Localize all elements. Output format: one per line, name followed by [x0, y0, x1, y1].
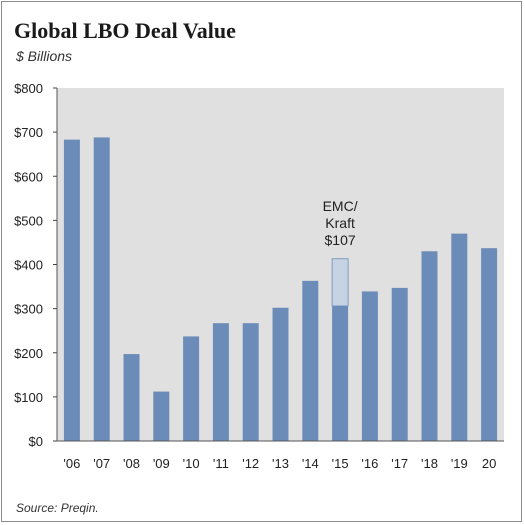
y-tick-label: $500 — [14, 213, 43, 228]
y-tick-label: $300 — [14, 302, 43, 317]
x-tick-label: '17 — [391, 456, 408, 471]
bar — [123, 354, 140, 441]
x-tick-label: '12 — [242, 456, 259, 471]
y-tick-label: $700 — [14, 125, 43, 140]
source-note: Source: Preqin. — [16, 501, 99, 515]
y-tick-label: $200 — [14, 346, 43, 361]
bar — [361, 291, 378, 441]
x-tick-label: '09 — [153, 456, 170, 471]
bar — [153, 391, 170, 441]
bar — [272, 307, 289, 441]
bar — [302, 280, 319, 441]
x-tick-label: '08 — [123, 456, 140, 471]
bar — [391, 287, 408, 441]
x-tick-label: '10 — [183, 456, 200, 471]
bar — [332, 305, 349, 441]
bar — [421, 251, 438, 441]
x-tick-label: 20 — [482, 456, 496, 471]
x-tick-label: '19 — [451, 456, 468, 471]
chart-title: Global LBO Deal Value — [14, 18, 236, 43]
x-tick-label: '06 — [63, 456, 80, 471]
y-tick-label: $0 — [29, 434, 43, 449]
bar-segment-emc-kraft — [331, 258, 349, 307]
x-tick-label: '07 — [93, 456, 110, 471]
annotation-text: EMC/ — [323, 198, 358, 214]
annotation-text: $107 — [325, 232, 356, 248]
x-tick-label: '18 — [421, 456, 438, 471]
bar — [183, 336, 200, 441]
x-tick-label: '15 — [332, 456, 349, 471]
bar — [451, 233, 468, 441]
bar — [212, 323, 229, 441]
bar — [93, 137, 110, 442]
bar — [63, 139, 80, 441]
y-tick-label: $600 — [14, 169, 43, 184]
annotation-text: Kraft — [325, 215, 355, 231]
x-tick-label: '14 — [302, 456, 319, 471]
x-tick-label: '11 — [213, 456, 229, 471]
x-tick-label: '13 — [272, 456, 289, 471]
chart-subtitle: $ Billions — [16, 48, 73, 64]
y-tick-label: $100 — [14, 390, 43, 405]
bar — [481, 248, 498, 441]
y-tick-label: $400 — [14, 258, 43, 273]
x-tick-label: '16 — [361, 456, 378, 471]
y-tick-label: $800 — [14, 81, 43, 96]
bar — [242, 323, 259, 441]
